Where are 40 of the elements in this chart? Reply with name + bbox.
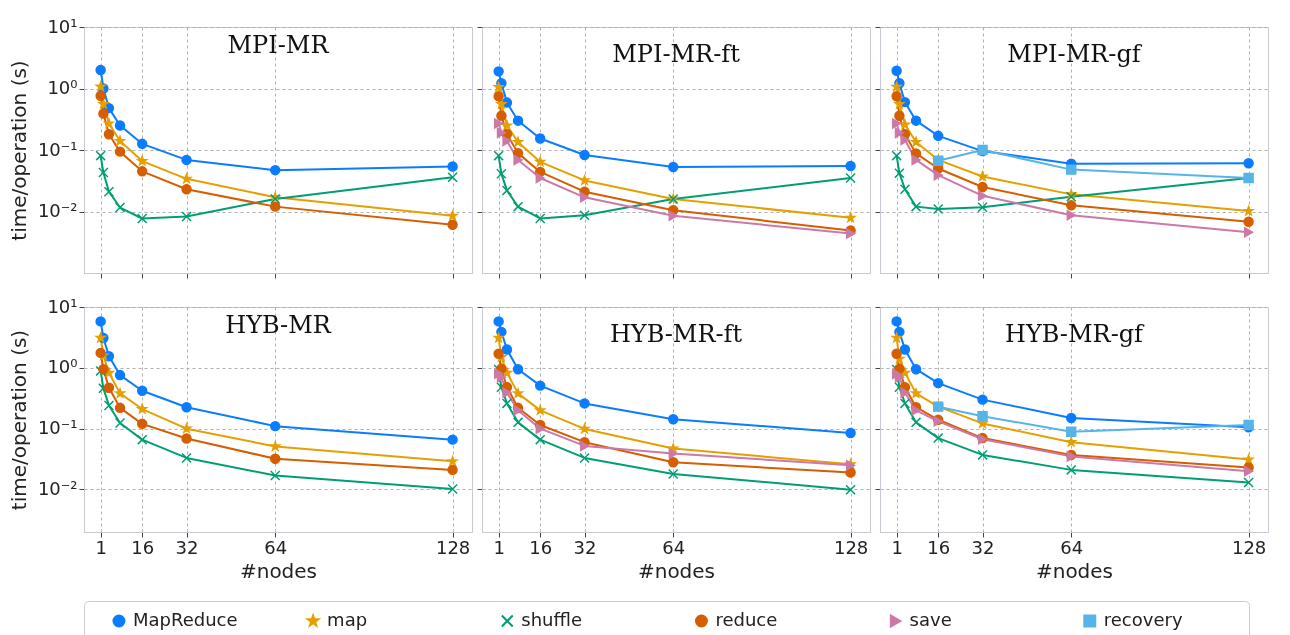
text: MPI-MR-ft: [612, 39, 741, 68]
x-tick-label: 16: [927, 536, 951, 558]
x-tick-label: 128: [833, 536, 869, 558]
x-tick-label: 1: [493, 536, 505, 558]
y-tick-label: 10⁰: [47, 77, 78, 98]
x-tick-label: 1: [891, 536, 903, 558]
text: HYB-MR-gf: [1005, 319, 1146, 348]
y-tick-label: 10⁻²: [37, 477, 78, 499]
x-tick-label: 64: [1060, 536, 1084, 558]
chart-title: HYB-MR: [225, 311, 332, 339]
legend-label: reduce: [715, 609, 778, 630]
x-tick-label: 32: [175, 536, 199, 558]
x-axis-title: #nodes: [1035, 558, 1114, 583]
x-tick-label: 128: [435, 536, 471, 558]
x-tick-label: 1: [95, 536, 107, 558]
x-axis-title: #nodes: [239, 558, 318, 583]
y-tick-label: 10¹: [47, 295, 78, 317]
x-axis-title: #nodes: [637, 558, 716, 583]
x-tick-label: 16: [131, 536, 155, 558]
legend-label: map: [327, 609, 368, 630]
x-tick-label: 64: [662, 536, 686, 558]
x-tick-label: 64: [264, 536, 288, 558]
y-tick-label: 10⁻¹: [37, 138, 78, 160]
y-tick-label: 10⁰: [47, 356, 78, 378]
y-axis-title: time/operation (s): [6, 60, 31, 241]
y-axis-title: time/operation (s): [6, 329, 31, 511]
legend-label: save: [909, 609, 952, 630]
y-tick-label: 10⁻¹: [37, 417, 78, 439]
x-tick-label: 32: [573, 536, 597, 558]
legend-label: MapReduce: [132, 609, 238, 630]
legend-label: recovery: [1103, 609, 1183, 630]
y-tick-label: 10¹: [47, 15, 78, 37]
x-tick-label: 16: [529, 536, 553, 558]
chart-title: MPI-MR: [227, 31, 330, 59]
legend-label: shuffle: [521, 609, 582, 630]
text: MPI-MR-gf: [1007, 39, 1143, 68]
y-tick-label: 10⁻²: [37, 200, 78, 221]
x-tick-label: 32: [971, 536, 995, 558]
x-tick-label: 128: [1231, 536, 1267, 558]
text: HYB-MR-ft: [609, 319, 743, 348]
